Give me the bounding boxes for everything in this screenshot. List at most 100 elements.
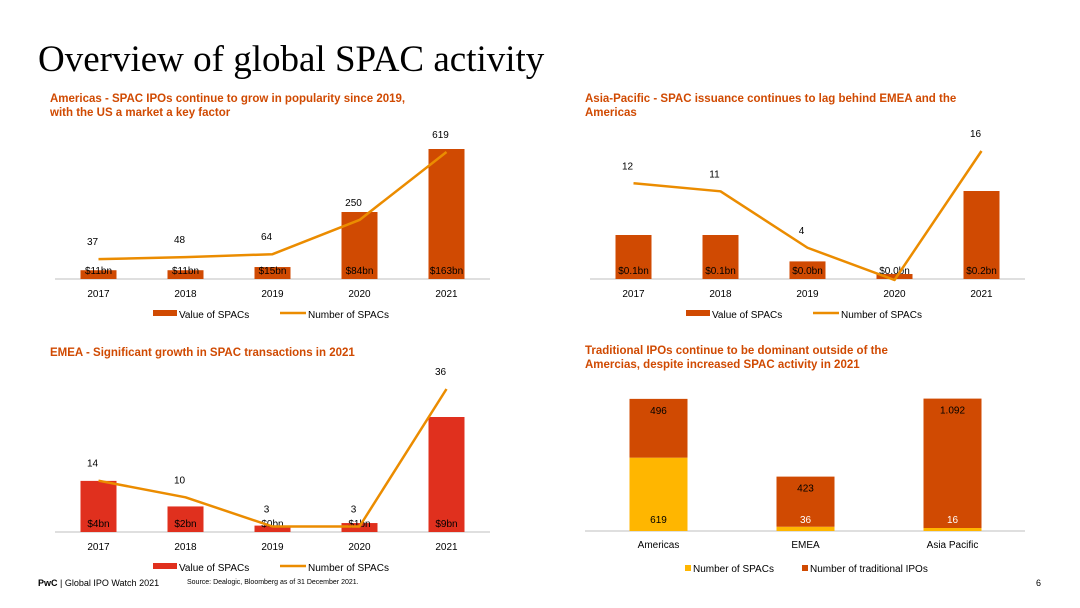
traditional-value-label: 423 — [797, 484, 814, 495]
line-value-label: 36 — [435, 367, 447, 378]
x-tick-label: 2020 — [883, 289, 906, 300]
legend-swatch-spacs — [685, 565, 691, 571]
source-note: Source: Dealogic, Bloomberg as of 31 Dec… — [187, 579, 359, 586]
x-tick-label: 2021 — [435, 289, 458, 300]
emea-chart-title: EMEA - Significant growth in SPAC transa… — [50, 347, 355, 359]
bar-spacs-Asia Pacific — [923, 528, 982, 531]
legend-label-spacs: Number of SPACs — [693, 564, 774, 575]
bar-2020 — [876, 274, 913, 279]
bar-2021 — [428, 417, 465, 532]
bar-value-label: $9bn — [435, 519, 457, 530]
x-tick-label: 2018 — [174, 289, 197, 300]
brand-name: PwC — [38, 578, 58, 588]
traditional-value-label: 496 — [650, 406, 667, 417]
line-value-label: 4 — [799, 226, 805, 237]
traditional-ipo-chart: 619 496 Americas 36 423 EMEA 16 1.092 Asia Pacif… — [585, 398, 1025, 575]
x-tick-label: 2021 — [435, 542, 458, 553]
legend-label-number: Number of SPACs — [308, 563, 389, 574]
legend-label-value: Value of SPACs — [179, 563, 249, 574]
line-value-label: 64 — [261, 232, 273, 243]
bar-2018 — [167, 270, 204, 279]
line-value-label: 619 — [432, 130, 449, 141]
bar-traditional-Americas — [629, 398, 688, 458]
footer-brand: PwC | Global IPO Watch 2021 — [38, 578, 159, 588]
bar-2017 — [615, 235, 652, 279]
legend-swatch-value — [686, 310, 710, 316]
bar-value-label: $0.2bn — [966, 266, 997, 277]
bar-spacs-Americas — [629, 457, 688, 531]
x-tick-label: 2018 — [709, 289, 732, 300]
footer-doc-name: | Global IPO Watch 2021 — [60, 578, 160, 588]
x-tick-label: EMEA — [791, 540, 820, 551]
x-tick-label: 2017 — [87, 289, 110, 300]
spacs-value-label: 36 — [800, 515, 812, 526]
line-value-label: 250 — [345, 198, 362, 209]
x-tick-label: 2020 — [348, 542, 371, 553]
bar-value-label: $4bn — [87, 519, 109, 530]
line-value-label: 11 — [709, 169, 720, 180]
x-tick-label: 2018 — [174, 542, 197, 553]
bar-2019 — [789, 261, 826, 279]
line-value-label: 3 — [264, 505, 270, 516]
asia-chart-title: Asia-Pacific - SPAC issuance continues t… — [585, 93, 957, 119]
legend-swatch-value — [153, 563, 177, 569]
legend-label-value: Value of SPACs — [179, 310, 249, 321]
traditional-chart-title: Traditional IPOs continue to be dominant… — [585, 345, 888, 371]
bar-value-label: $0.0bn — [792, 266, 823, 277]
legend-label-number: Number of SPACs — [841, 310, 922, 321]
spacs-value-label: 16 — [947, 515, 959, 526]
bar-2017 — [80, 270, 117, 279]
page-number: 6 — [1036, 578, 1042, 588]
number-of-spacs-line — [98, 151, 448, 261]
line-value-label: 3 — [351, 505, 357, 516]
x-tick-label: 2017 — [87, 542, 110, 553]
traditional-value-label: 1.092 — [940, 406, 965, 417]
bar-2017 — [80, 480, 117, 532]
legend-label-value: Value of SPACs — [712, 310, 782, 321]
line-value-label: 14 — [87, 459, 99, 470]
number-of-spacs-line — [633, 150, 983, 282]
americas-spac-chart: $11bn $11bn $15bn $84bn $163bn 37 48 64 250 619 20… — [55, 130, 490, 321]
bar-2021 — [963, 191, 1000, 279]
x-tick-label: 2019 — [261, 289, 284, 300]
x-tick-label: 2019 — [261, 542, 284, 553]
asia-spac-chart: $0.1bn $0.1bn $0.0bn $0.0bn $0.2bn 12 11 4 16 201… — [590, 129, 1025, 321]
x-tick-label: 2017 — [622, 289, 645, 300]
bar-2019 — [254, 267, 291, 279]
bar-2020 — [341, 212, 378, 279]
bar-value-label: $2bn — [174, 519, 196, 530]
legend-label-traditional: Number of traditional IPOs — [810, 564, 928, 575]
spacs-value-label: 619 — [650, 515, 667, 526]
x-tick-label: Asia Pacific — [927, 540, 979, 551]
bar-spacs-EMEA — [776, 526, 835, 531]
x-tick-label: 2019 — [796, 289, 819, 300]
bar-value-label: $0.1bn — [705, 266, 736, 277]
bar-2021 — [428, 149, 465, 279]
bar-value-label: $0.0bn — [879, 266, 910, 277]
bar-2019 — [254, 525, 291, 532]
legend-label-number: Number of SPACs — [308, 310, 389, 321]
bar-value-label: $84bn — [346, 266, 374, 277]
bar-value-label: $0bn — [261, 519, 283, 530]
bar-value-label: $11bn — [85, 266, 112, 277]
line-value-label: 12 — [622, 161, 634, 172]
line-value-label: 37 — [87, 237, 99, 248]
americas-chart-title: Americas - SPAC IPOs continue to grow in… — [50, 93, 406, 119]
bar-traditional-Asia Pacific — [923, 398, 982, 528]
x-tick-label: 2020 — [348, 289, 371, 300]
legend-swatch-value — [153, 310, 177, 316]
page-title: Overview of global SPAC activity — [38, 39, 545, 80]
line-value-label: 10 — [174, 475, 186, 486]
bar-2018 — [702, 235, 739, 279]
number-of-spacs-line — [98, 388, 448, 528]
bar-traditional-EMEA — [776, 476, 835, 527]
bar-2018 — [167, 506, 204, 532]
bar-value-label: $11bn — [172, 266, 199, 277]
x-tick-label: Americas — [638, 540, 680, 551]
bar-value-label: $15bn — [259, 266, 287, 277]
x-tick-label: 2021 — [970, 289, 993, 300]
line-value-label: 16 — [970, 129, 982, 140]
bar-value-label: $163bn — [430, 266, 463, 277]
bar-value-label: $0.1bn — [618, 266, 649, 277]
